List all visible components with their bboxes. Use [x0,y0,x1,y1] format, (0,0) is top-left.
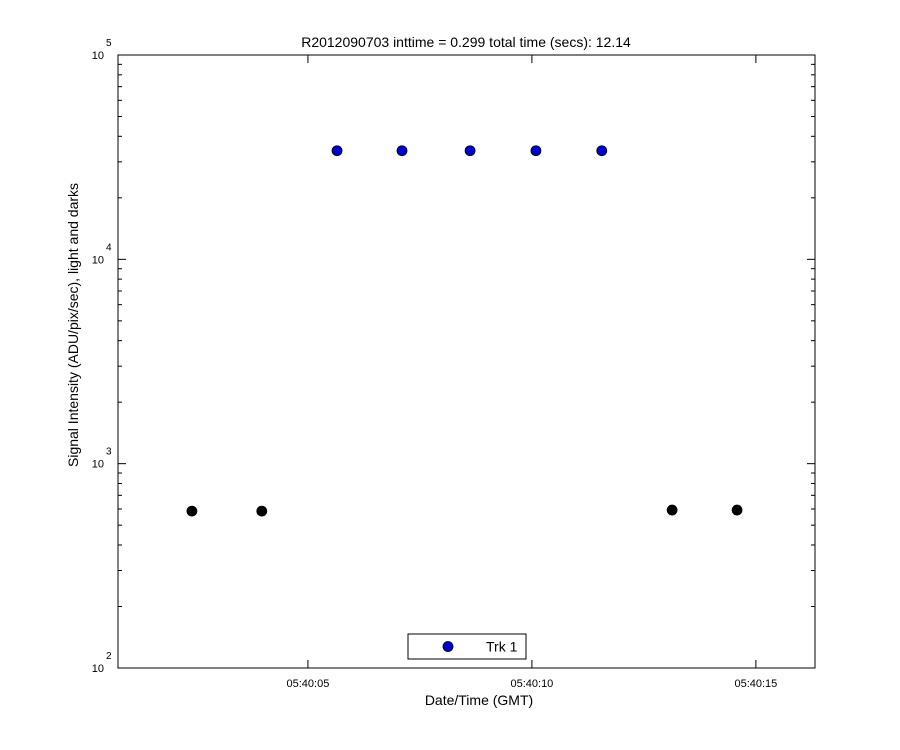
point [396,145,408,157]
point [186,505,198,517]
x-tick-label: 05:40:05 [287,678,330,690]
point [256,505,268,517]
y-tick-label: 10 [92,459,104,471]
x-tick-label: 05:40:15 [734,678,777,690]
point [331,145,343,157]
legend-box [407,633,527,660]
point [666,504,678,516]
y-tick-label: 10 [92,254,104,266]
x-tick-label: 05:40:10 [510,678,553,690]
y-tick-label: 10 [92,50,104,62]
y-axis-label: Signal Intensity (ADU/pix/sec), light an… [65,183,81,467]
point [596,145,608,157]
x-axis-label: Date/Time (GMT) [425,692,533,708]
point [530,145,542,157]
chart-title: R2012090703 inttime = 0.299 total time (… [301,34,631,50]
legend-marker [442,641,454,652]
y-tick-exponent: 3 [106,447,112,458]
plot-area [117,54,816,669]
y-tick-exponent: 2 [106,651,112,662]
point [464,145,476,157]
y-tick-exponent: 4 [106,242,112,253]
y-tick-label: 10 [92,663,104,675]
legend-label: Trk 1 [486,639,518,655]
y-tick-exponent: 5 [106,38,112,49]
point [731,504,743,516]
